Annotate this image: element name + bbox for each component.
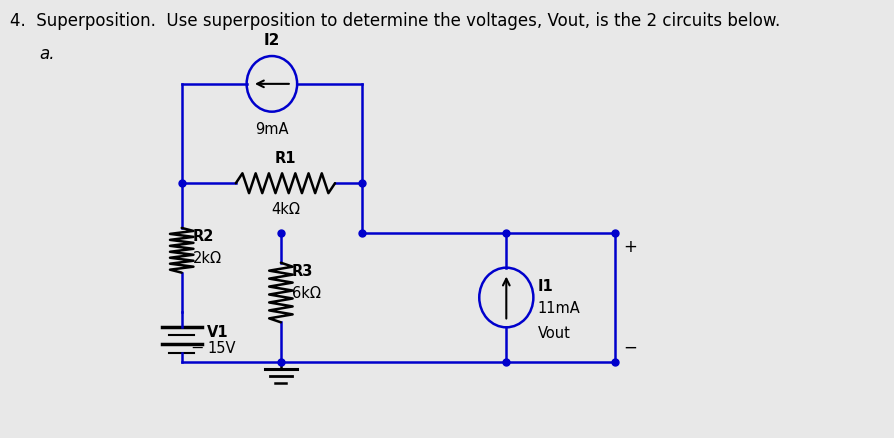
Text: R1: R1 xyxy=(274,151,296,166)
Text: Vout: Vout xyxy=(538,325,570,340)
Text: +: + xyxy=(623,237,637,255)
Text: 4.  Superposition.  Use superposition to determine the voltages, Vout, is the 2 : 4. Superposition. Use superposition to d… xyxy=(11,12,780,30)
Text: R3: R3 xyxy=(291,263,313,278)
Text: 15V: 15V xyxy=(207,340,235,355)
Text: 11mA: 11mA xyxy=(538,300,580,315)
Text: 4kΩ: 4kΩ xyxy=(271,201,299,217)
Text: I1: I1 xyxy=(538,279,553,293)
Text: −: − xyxy=(190,340,203,355)
Text: −: − xyxy=(623,338,637,356)
Text: I2: I2 xyxy=(264,33,280,48)
Text: a.: a. xyxy=(39,45,55,63)
Text: 6kΩ: 6kΩ xyxy=(291,285,321,300)
Text: 9mA: 9mA xyxy=(255,121,289,136)
Text: V1: V1 xyxy=(207,324,229,339)
Text: R2: R2 xyxy=(192,229,214,244)
Text: 2kΩ: 2kΩ xyxy=(192,250,222,265)
